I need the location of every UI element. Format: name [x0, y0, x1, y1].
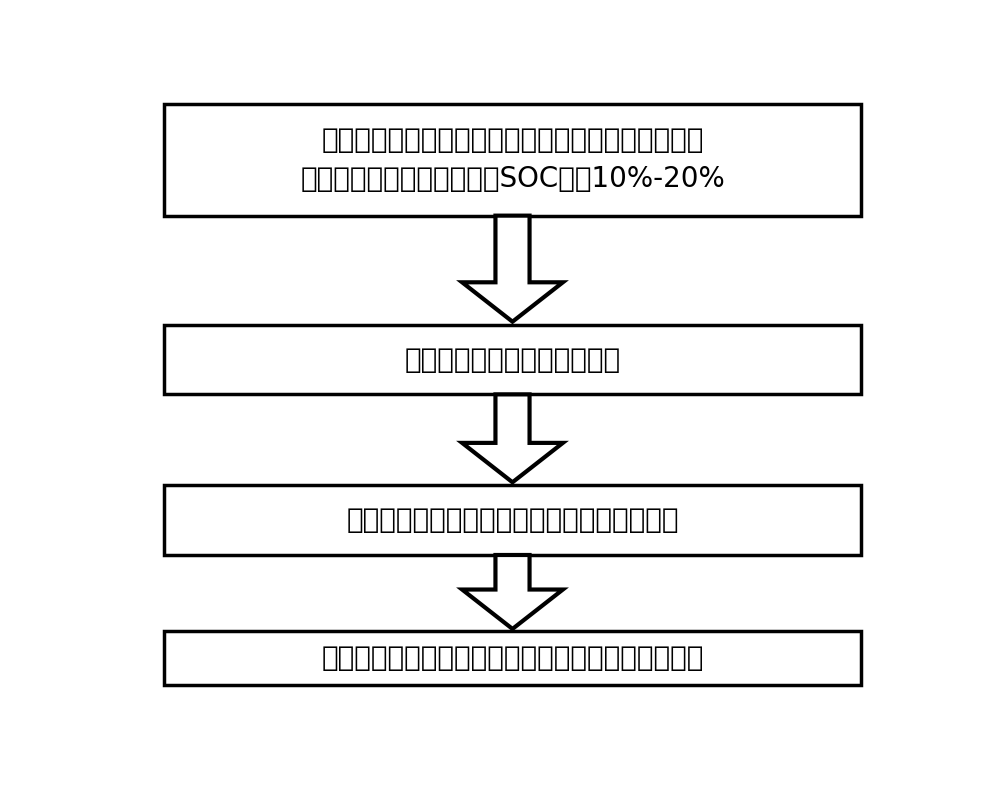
Polygon shape	[462, 394, 563, 482]
Text: 对带铝塑膜气囊的铝塑膜软包锂电芯进行化成充电至
铝塑膜软包锂电芯充电容量SOC达到10%-20%: 对带铝塑膜气囊的铝塑膜软包锂电芯进行化成充电至 铝塑膜软包锂电芯充电容量SOC达…	[300, 126, 725, 193]
Bar	[164, 325, 861, 394]
Bar	[164, 104, 861, 216]
Text: 于铝塑膜气囊右上角开出气口: 于铝塑膜气囊右上角开出气口	[404, 345, 621, 374]
Polygon shape	[462, 555, 563, 629]
Text: 通过所述出气口进行抽气，后进行抽气口密封: 通过所述出气口进行抽气，后进行抽气口密封	[346, 506, 679, 534]
Polygon shape	[462, 216, 563, 322]
Bar	[164, 486, 861, 555]
Text: 继续对铝塑膜软包锂电芯进行化成充电直至化成完成: 继续对铝塑膜软包锂电芯进行化成充电直至化成完成	[321, 644, 704, 672]
Bar	[164, 630, 861, 685]
